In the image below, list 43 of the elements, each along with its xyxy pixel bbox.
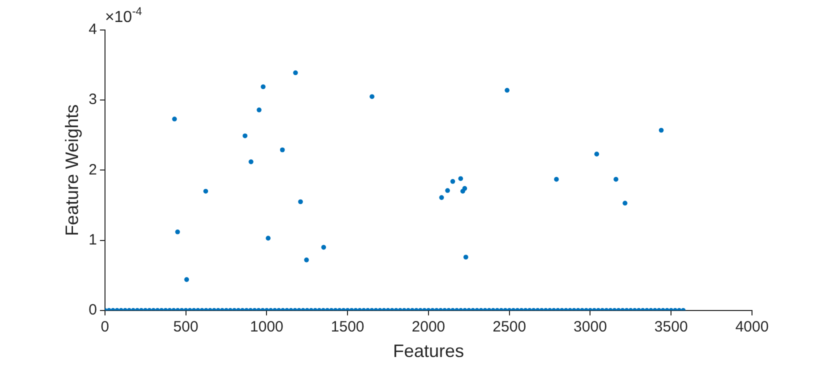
point bbox=[554, 176, 559, 182]
point bbox=[321, 244, 326, 250]
point bbox=[260, 84, 266, 90]
point bbox=[439, 195, 444, 200]
y-axis-title: Feature Weights bbox=[62, 104, 82, 236]
x-tick-label: 0 bbox=[100, 318, 110, 336]
y-tick-label: 2 bbox=[88, 161, 97, 178]
point bbox=[458, 176, 464, 182]
point bbox=[622, 200, 628, 206]
x-tick-label: 4000 bbox=[735, 318, 769, 336]
y-tick-label: 3 bbox=[88, 91, 97, 108]
point bbox=[304, 258, 309, 262]
x-tick-label: 2000 bbox=[412, 318, 446, 336]
x-tick-label: 1000 bbox=[250, 318, 284, 336]
point bbox=[614, 176, 618, 182]
point bbox=[248, 159, 254, 164]
point bbox=[175, 229, 180, 234]
point bbox=[184, 277, 190, 282]
point bbox=[242, 133, 248, 138]
x-axis-title: Features bbox=[392, 341, 464, 362]
point bbox=[462, 186, 468, 191]
point bbox=[256, 108, 262, 112]
point bbox=[594, 152, 600, 156]
point bbox=[504, 88, 510, 93]
x-tick-label: 3000 bbox=[574, 318, 607, 336]
y-tick-label: 0 bbox=[88, 302, 97, 319]
point bbox=[445, 188, 450, 193]
y-tick-label: 1 bbox=[88, 231, 97, 248]
point bbox=[370, 94, 374, 99]
x-tick-label: 1500 bbox=[330, 318, 364, 336]
y-tick-label: 4 bbox=[88, 21, 97, 38]
point bbox=[298, 199, 303, 204]
point bbox=[203, 188, 208, 194]
x-tick-label: 500 bbox=[173, 318, 198, 336]
x-tick-label: 2500 bbox=[492, 318, 526, 336]
point bbox=[172, 116, 177, 122]
point bbox=[658, 128, 664, 133]
point bbox=[463, 254, 468, 260]
point bbox=[450, 179, 456, 184]
x-tick-label: 3500 bbox=[654, 318, 688, 336]
point bbox=[293, 70, 298, 76]
point bbox=[280, 147, 285, 152]
point bbox=[266, 236, 271, 241]
